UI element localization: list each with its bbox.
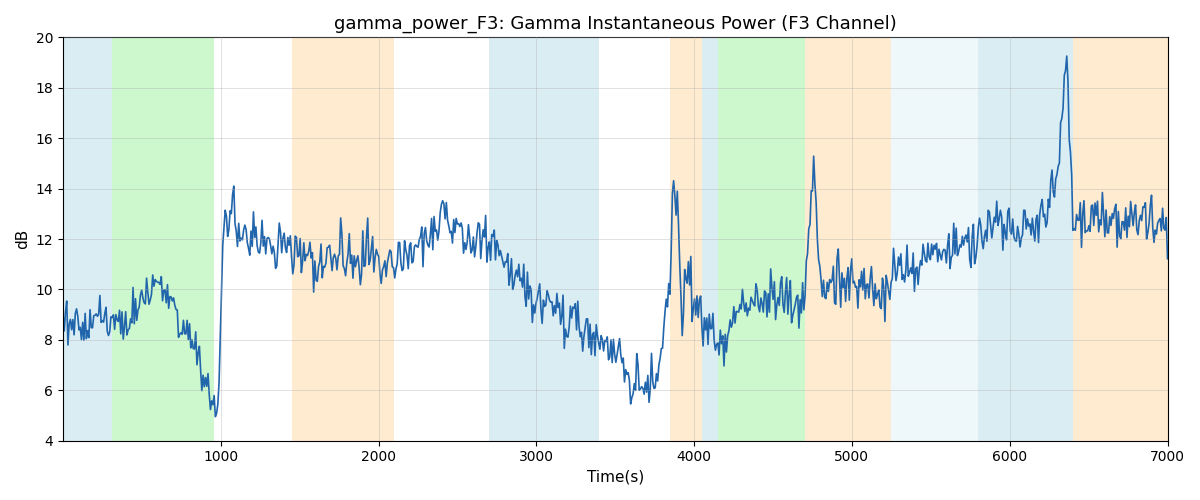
Y-axis label: dB: dB xyxy=(16,229,30,249)
Bar xyxy=(64,38,112,440)
Bar xyxy=(292,38,395,440)
X-axis label: Time(s): Time(s) xyxy=(587,470,644,485)
Bar xyxy=(892,38,978,440)
Bar xyxy=(702,38,718,440)
Bar xyxy=(978,38,1073,440)
Bar xyxy=(718,38,805,440)
Bar xyxy=(112,38,215,440)
Bar xyxy=(805,38,892,440)
Bar xyxy=(671,38,702,440)
Bar xyxy=(1073,38,1168,440)
Bar xyxy=(490,38,600,440)
Title: gamma_power_F3: Gamma Instantaneous Power (F3 Channel): gamma_power_F3: Gamma Instantaneous Powe… xyxy=(334,15,896,34)
